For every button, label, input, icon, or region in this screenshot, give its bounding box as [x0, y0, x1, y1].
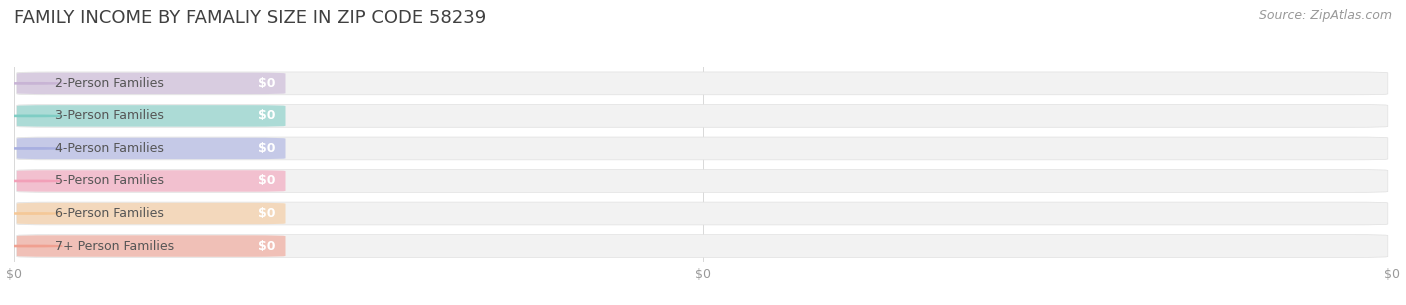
- Text: $0: $0: [259, 109, 276, 122]
- Text: $0: $0: [259, 174, 276, 188]
- FancyBboxPatch shape: [17, 138, 285, 159]
- Text: $0: $0: [259, 142, 276, 155]
- Text: 3-Person Families: 3-Person Families: [55, 109, 165, 122]
- FancyBboxPatch shape: [17, 73, 285, 94]
- Circle shape: [1, 213, 62, 214]
- FancyBboxPatch shape: [17, 235, 285, 257]
- FancyBboxPatch shape: [17, 137, 1388, 160]
- Text: $0: $0: [259, 77, 276, 90]
- Text: $0: $0: [259, 239, 276, 253]
- FancyBboxPatch shape: [17, 235, 1388, 257]
- FancyBboxPatch shape: [17, 170, 285, 192]
- Circle shape: [1, 148, 62, 149]
- FancyBboxPatch shape: [17, 203, 285, 224]
- Circle shape: [1, 245, 62, 247]
- FancyBboxPatch shape: [17, 202, 1388, 225]
- Text: 7+ Person Families: 7+ Person Families: [55, 239, 174, 253]
- Text: 5-Person Families: 5-Person Families: [55, 174, 165, 188]
- Circle shape: [1, 180, 62, 182]
- Circle shape: [1, 83, 62, 84]
- Text: $0: $0: [259, 207, 276, 220]
- Text: 2-Person Families: 2-Person Families: [55, 77, 165, 90]
- Text: 4-Person Families: 4-Person Families: [55, 142, 165, 155]
- FancyBboxPatch shape: [17, 170, 1388, 192]
- Text: Source: ZipAtlas.com: Source: ZipAtlas.com: [1258, 9, 1392, 22]
- FancyBboxPatch shape: [17, 72, 1388, 95]
- Circle shape: [1, 115, 62, 117]
- Text: FAMILY INCOME BY FAMALIY SIZE IN ZIP CODE 58239: FAMILY INCOME BY FAMALIY SIZE IN ZIP COD…: [14, 9, 486, 27]
- Text: 6-Person Families: 6-Person Families: [55, 207, 165, 220]
- FancyBboxPatch shape: [17, 105, 285, 127]
- FancyBboxPatch shape: [17, 105, 1388, 127]
